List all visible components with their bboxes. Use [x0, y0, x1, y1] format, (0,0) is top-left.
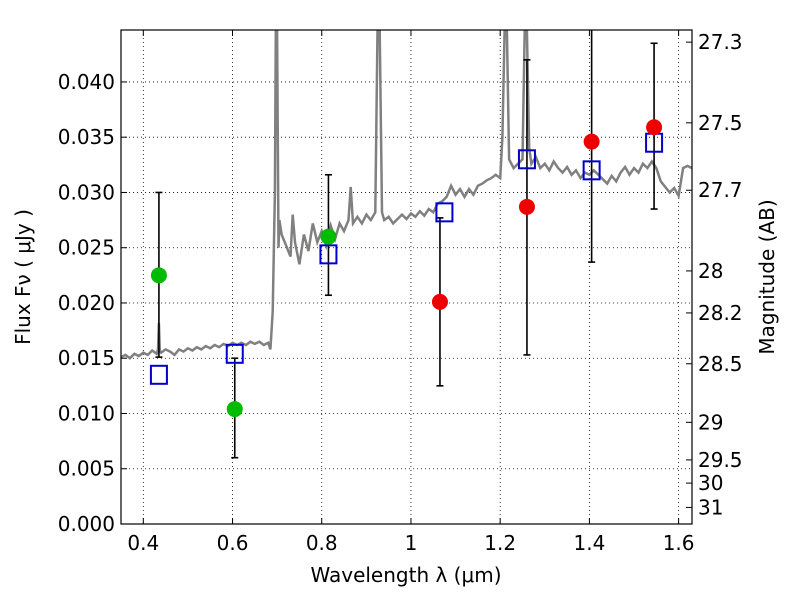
y-tick-label: 0.025: [58, 236, 115, 260]
x-tick-label: 0.4: [127, 531, 159, 555]
model-photometry-square: [319, 244, 338, 265]
observed-photometry-series: [150, 119, 663, 418]
x-tick-label: 0.6: [217, 531, 249, 555]
y-tick-label: 0.020: [58, 291, 115, 315]
x-tick-label: 1.2: [484, 531, 516, 555]
model-photometry-square: [225, 343, 244, 364]
y-axis-label: Flux Fν ( μJy ): [11, 209, 35, 345]
spectrum-line: [121, 30, 692, 360]
right-tick-label: 28: [698, 259, 723, 283]
y-tick-label: 0.030: [58, 180, 115, 204]
right-tick-label: 28.5: [698, 352, 743, 376]
x-tick-label: 1: [405, 531, 418, 555]
right-tick-label: 30: [698, 471, 723, 495]
observed-point: [150, 267, 167, 284]
y-tick-label: 0.005: [58, 457, 115, 481]
observed-point: [518, 198, 535, 215]
plot-frame: [120, 29, 693, 525]
right-tick-label: 27.5: [698, 111, 743, 135]
model-photometry-square: [435, 202, 454, 223]
spectrum-series: [121, 30, 692, 360]
right-tick-label: 27.7: [698, 178, 743, 202]
right-tick-label: 28.2: [698, 301, 743, 325]
y-tick-label: 0.035: [58, 125, 115, 149]
observed-point: [431, 293, 448, 310]
x-tick-label: 1.6: [663, 531, 695, 555]
x-tick-label: 0.8: [306, 531, 338, 555]
y-tick-label: 0.040: [58, 70, 115, 94]
model-photometry-series: [149, 132, 664, 385]
y-tick-label: 0.015: [58, 346, 115, 370]
observed-point: [646, 119, 663, 136]
observed-point: [320, 228, 337, 245]
right-tick-label: 27.3: [698, 30, 743, 54]
model-photometry-square: [582, 160, 601, 181]
axes: 0.4 0.6 0.8 1 1.2 1.4 1.6 0.000 0.005 0.010 0.015 0…: [58, 29, 743, 555]
y-tick-label: 0.000: [58, 512, 115, 536]
x-axis-label: Wavelength λ (μm): [310, 563, 501, 587]
model-photometry-square: [517, 149, 536, 170]
grid-lines: [121, 30, 692, 525]
right-tick-label: 31: [698, 495, 723, 519]
right-tick-label: 29.5: [698, 448, 743, 472]
x-tick-label: 1.4: [573, 531, 605, 555]
model-photometry-square: [149, 364, 168, 385]
y-tick-label: 0.010: [58, 401, 115, 425]
observed-point: [583, 133, 600, 150]
observed-point: [226, 401, 243, 418]
error-bars: [155, 30, 658, 459]
right-tick-label: 29: [698, 410, 723, 434]
right-axis-label: Magnitude (AB): [755, 199, 779, 354]
